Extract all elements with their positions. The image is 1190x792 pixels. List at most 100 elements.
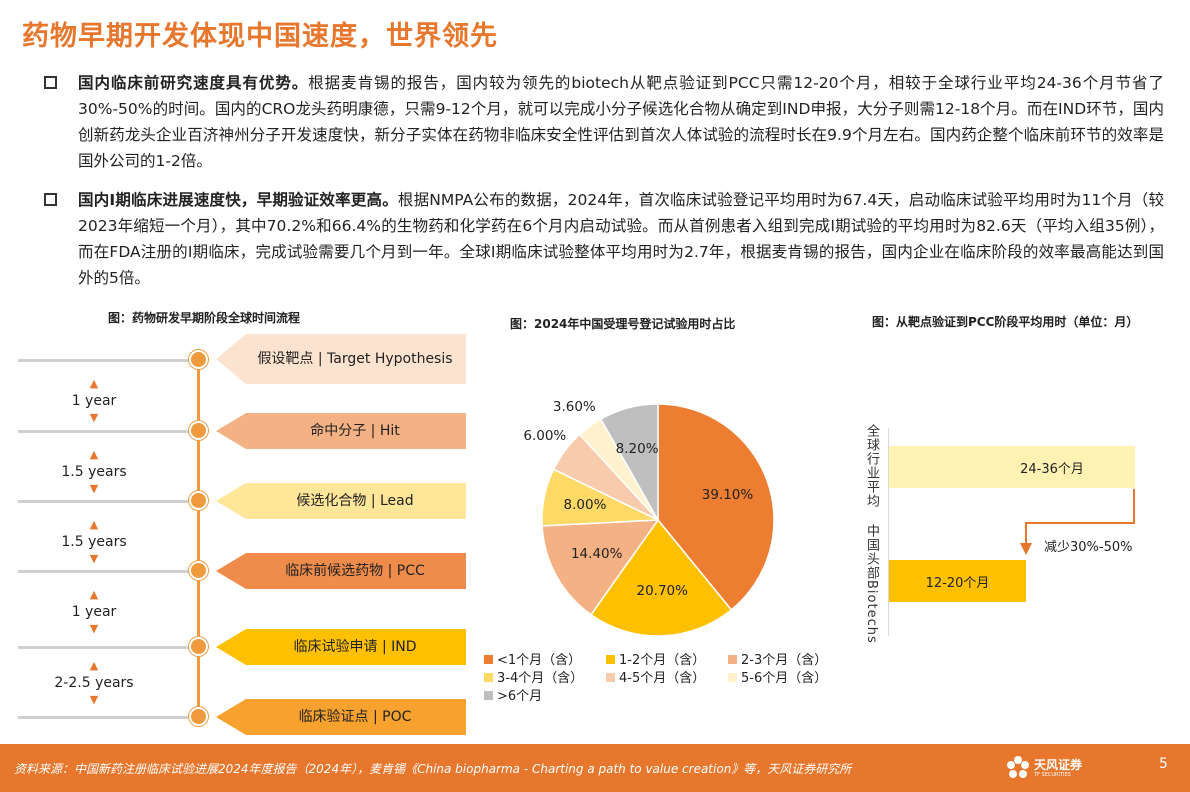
timeline-gridline [18, 500, 190, 503]
category-label: 全球行业平均 [864, 424, 879, 508]
bullet-paragraph-2: 国内I期临床进展速度快，早期验证效率更高。根据NMPA公布的数据，2024年，首… [44, 187, 1164, 291]
timeline-node [189, 421, 208, 440]
bullet-2-heading: 国内I期临床进展速度快，早期验证效率更高。 [78, 191, 398, 209]
legend-label: 1-2个月（含） [619, 653, 706, 668]
bar-axis [888, 428, 889, 636]
bar: 12-20个月 [889, 560, 1026, 602]
fig1-caption: 图：药物研发早期阶段全球时间流程 [108, 311, 301, 325]
pie-data-label: 8.20% [615, 441, 659, 458]
duration-label: 1 year [71, 604, 117, 620]
up-arrow-icon: ▲ [89, 377, 99, 390]
timeline-node [189, 350, 208, 369]
duration-label: 1 year [71, 393, 117, 409]
legend-item: 1-2个月（含） [606, 652, 728, 670]
pie-slice [657, 403, 775, 611]
bullet-square-icon [44, 193, 57, 206]
bullet-paragraph-1: 国内临床前研究速度具有优势。根据麦肯锡的报告，国内较为领先的biotech从靶点… [44, 70, 1164, 174]
pie-data-label: 3.60% [552, 399, 596, 416]
pie-legend: <1个月（含） 1-2个月（含） 2-3个月（含） 3-4个月（含） 4-5个月（含） 5… [484, 652, 854, 706]
stage-duration: ▲ 1.5 years ▼ [40, 519, 148, 565]
source-note: 资料来源：中国新药注册临床试验进展2024年度报告（2024年），麦肯锡《Chi… [14, 762, 852, 776]
legend-swatch [606, 655, 615, 664]
bullet-1-text: 根据麦肯锡的报告，国内较为领先的biotech从靶点验证到PCC只需12-20个… [78, 74, 1164, 170]
reduction-arrow-icon [1020, 489, 1135, 555]
duration-label: 1.5 years [61, 464, 127, 480]
pie-slice [541, 519, 660, 616]
legend-swatch [484, 691, 493, 700]
timeline-node [189, 491, 208, 510]
stage-arrow: 假设靶点 | Target Hypothesis [216, 334, 466, 384]
up-arrow-icon: ▲ [89, 659, 99, 672]
legend-item: 4-5个月（含） [606, 670, 728, 688]
timeline-gridline [18, 646, 190, 649]
timeline-axis [197, 356, 200, 718]
pie-slice [589, 518, 733, 637]
duration-label: 1.5 years [61, 534, 127, 550]
legend-item: 3-4个月（含） [484, 670, 606, 688]
timeline-node [189, 637, 208, 656]
footer-bar: 资料来源：中国新药注册临床试验进展2024年度报告（2024年），麦肯锡《Chi… [0, 744, 1190, 792]
stage-arrow: 临床验证点 | POC [216, 699, 466, 735]
bar-data-label: 12-20个月 [925, 575, 990, 591]
legend-label: 4-5个月（含） [619, 671, 706, 686]
legend-label: <1个月（含） [497, 653, 582, 668]
stage-arrow: 临床试验申请 | IND [216, 629, 466, 665]
stage-duration: ▲ 1 year ▼ [40, 378, 148, 424]
timeline-gridline [18, 430, 190, 433]
reduction-label: 减少30%-50% [1044, 540, 1133, 555]
logo-text: 天风证券 [1034, 758, 1083, 772]
fig3-caption: 图：从靶点验证到PCC阶段平均用时（单位：月） [872, 315, 1139, 329]
pie-data-label: 39.10% [701, 486, 754, 503]
category-label: 中国头部Biotechs [864, 524, 879, 644]
legend-swatch [484, 655, 493, 664]
down-arrow-icon: ▼ [89, 693, 99, 706]
fig2-caption: 图：2024年中国受理号登记试验用时占比 [510, 317, 736, 331]
pie-chart [541, 403, 775, 637]
bullet-square-icon [44, 76, 57, 89]
stage-duration: ▲ 2-2.5 years ▼ [40, 660, 148, 706]
down-arrow-icon: ▼ [89, 411, 99, 424]
legend-label: 5-6个月（含） [741, 671, 828, 686]
stage-duration: ▲ 1.5 years ▼ [40, 449, 148, 495]
pie-data-label: 6.00% [523, 428, 567, 445]
page-title: 药物早期开发体现中国速度，世界领先 [22, 21, 498, 52]
legend-item: <1个月（含） [484, 652, 606, 670]
bar-data-label: 24-36个月 [1020, 461, 1084, 477]
pie-data-label: 20.70% [636, 582, 688, 599]
pie-data-label: 14.40% [570, 545, 623, 562]
up-arrow-icon: ▲ [89, 518, 99, 531]
up-arrow-icon: ▲ [89, 588, 99, 601]
up-arrow-icon: ▲ [89, 448, 99, 461]
duration-label: 2-2.5 years [54, 675, 134, 691]
timeline-node [189, 561, 208, 580]
down-arrow-icon: ▼ [89, 552, 99, 565]
stage-duration: ▲ 1 year ▼ [40, 589, 148, 635]
legend-item: 2-3个月（含） [728, 652, 850, 670]
legend-item: 5-6个月（含） [728, 670, 850, 688]
down-arrow-icon: ▼ [89, 622, 99, 635]
timeline-gridline [18, 359, 190, 362]
pie-data-label: 8.00% [563, 496, 607, 513]
timeline-node [189, 707, 208, 726]
legend-swatch [728, 655, 737, 664]
pie-slice [599, 403, 659, 523]
legend-item: >6个月 [484, 688, 606, 706]
timeline-gridline [18, 716, 190, 719]
bullet-2-text: 根据NMPA公布的数据，2024年，首次临床试验登记平均用时为67.4天，启动临… [78, 191, 1164, 287]
legend-label: 2-3个月（含） [741, 653, 828, 668]
stage-arrow: 候选化合物 | Lead [216, 483, 466, 519]
stage-arrow: 命中分子 | Hit [216, 413, 466, 449]
timeline-gridline [18, 570, 190, 573]
page-number: 5 [1159, 756, 1168, 772]
stage-arrow: 临床前候选药物 | PCC [216, 553, 466, 589]
legend-swatch [606, 673, 615, 682]
logo-subtext: TF SECURITIES [1034, 772, 1071, 778]
legend-swatch [484, 673, 493, 682]
bullet-1-heading: 国内临床前研究速度具有优势。 [78, 74, 309, 92]
legend-label: 3-4个月（含） [497, 671, 584, 686]
legend-swatch [728, 673, 737, 682]
legend-label: >6个月 [497, 689, 543, 704]
tf-logo-flower-icon [1007, 756, 1029, 778]
bar: 24-36个月 [889, 446, 1135, 488]
down-arrow-icon: ▼ [89, 482, 99, 495]
